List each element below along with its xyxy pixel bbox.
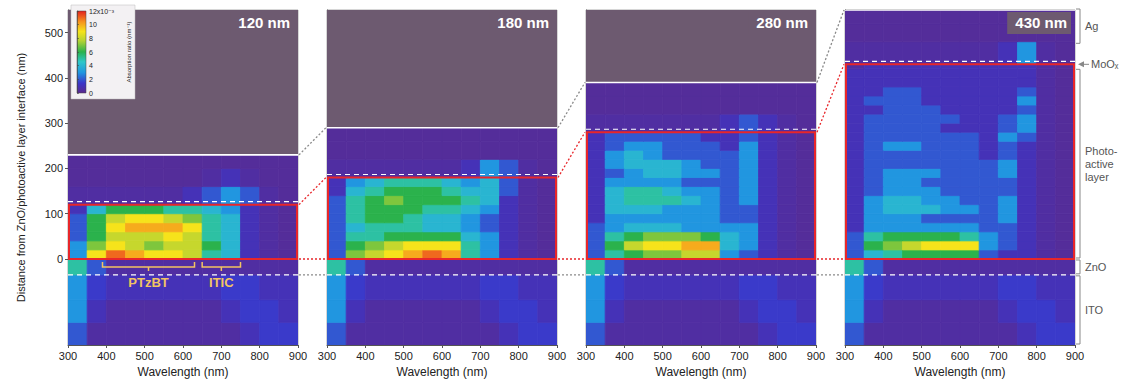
svg-text:400: 400 [615,350,633,362]
svg-text:180 nm: 180 nm [497,14,549,31]
svg-text:500: 500 [45,27,63,39]
svg-text:Absorption ratio (nm⁻¹): Absorption ratio (nm⁻¹) [126,21,132,82]
svg-text:700: 700 [989,350,1007,362]
svg-text:500: 500 [653,350,671,362]
svg-text:active: active [1085,158,1114,170]
svg-text:800: 800 [1027,350,1045,362]
svg-text:400: 400 [874,350,892,362]
svg-text:300: 300 [45,117,63,129]
svg-text:PTzBT: PTzBT [128,275,169,290]
svg-text:Wavelength (nm): Wavelength (nm) [397,365,488,379]
svg-text:500: 500 [912,350,930,362]
svg-text:600: 600 [951,350,969,362]
svg-text:300: 300 [318,350,336,362]
svg-text:800: 800 [250,350,268,362]
svg-text:700: 700 [730,350,748,362]
svg-text:2: 2 [89,76,93,83]
svg-text:900: 900 [1066,350,1084,362]
svg-text:4: 4 [89,62,93,69]
svg-text:12x10⁻³: 12x10⁻³ [89,8,115,15]
svg-text:600: 600 [174,350,192,362]
svg-text:400: 400 [356,350,374,362]
svg-text:900: 900 [807,350,825,362]
svg-text:700: 700 [212,350,230,362]
svg-text:280 nm: 280 nm [756,14,808,31]
svg-text:900: 900 [289,350,307,362]
svg-text:MoOₓ: MoOₓ [1091,58,1119,70]
svg-text:300: 300 [577,350,595,362]
svg-text:400: 400 [45,72,63,84]
svg-text:700: 700 [471,350,489,362]
svg-text:200: 200 [45,162,63,174]
svg-text:ITIC: ITIC [209,275,234,290]
svg-text:Wavelength (nm): Wavelength (nm) [915,365,1006,379]
svg-text:Ag: Ag [1085,20,1098,32]
svg-text:Distance from ZnO/photoactive: Distance from ZnO/photoactive layer inte… [15,53,27,302]
svg-text:500: 500 [394,350,412,362]
svg-text:Photo-: Photo- [1085,145,1118,157]
svg-text:430 nm: 430 nm [1015,14,1067,31]
svg-text:500: 500 [135,350,153,362]
svg-text:600: 600 [433,350,451,362]
svg-text:600: 600 [692,350,710,362]
svg-text:900: 900 [548,350,566,362]
svg-text:100: 100 [45,208,63,220]
svg-text:6: 6 [89,49,93,56]
svg-text:300: 300 [836,350,854,362]
svg-text:400: 400 [97,350,115,362]
svg-text:ZnO: ZnO [1085,261,1107,273]
svg-text:8: 8 [89,35,93,42]
svg-text:300: 300 [59,350,77,362]
svg-text:Wavelength (nm): Wavelength (nm) [656,365,747,379]
svg-text:ITO: ITO [1085,304,1104,316]
svg-text:120 nm: 120 nm [238,14,290,31]
svg-text:0: 0 [57,253,63,265]
svg-text:800: 800 [768,350,786,362]
svg-text:Wavelength (nm): Wavelength (nm) [138,365,229,379]
svg-text:0: 0 [89,90,93,97]
svg-text:layer: layer [1085,171,1109,183]
svg-text:10: 10 [89,21,97,28]
svg-text:800: 800 [509,350,527,362]
